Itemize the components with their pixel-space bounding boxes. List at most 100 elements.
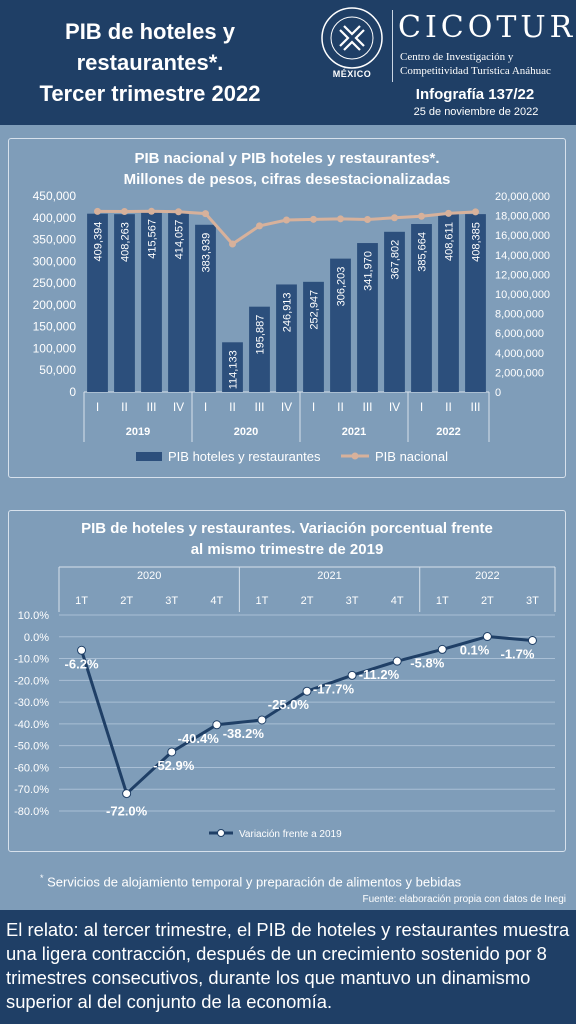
legend-label: Variación frente a 2019 xyxy=(239,829,342,840)
bar-data-label: 252,947 xyxy=(309,290,321,330)
bar xyxy=(141,210,162,392)
header-divider xyxy=(392,10,393,82)
bar xyxy=(168,211,189,392)
year-label: 2020 xyxy=(234,426,258,438)
variation-data-label: -25.0% xyxy=(268,697,310,712)
year-label: 2021 xyxy=(342,426,366,438)
bar xyxy=(249,306,270,392)
quarter-label: II xyxy=(229,400,236,414)
quarter-label: I xyxy=(96,400,99,414)
quarter-label: II xyxy=(337,400,344,414)
year-label: 2021 xyxy=(317,570,341,582)
y-axis-tick-label: -70.0% xyxy=(14,784,49,796)
chart1-panel: PIB nacional y PIB hoteles y restaurante… xyxy=(8,138,566,478)
variation-point xyxy=(77,645,87,655)
variation-point xyxy=(167,747,177,757)
quarter-label: 2T xyxy=(301,595,314,607)
bar-data-label: 408,611 xyxy=(444,222,456,261)
chart-title: Millones de pesos, cifras desestacionali… xyxy=(124,171,451,188)
legend-line-marker xyxy=(217,829,225,837)
infographic-title: PIB de hoteles y restaurantes*. Tercer t… xyxy=(10,16,290,109)
bar xyxy=(411,224,432,392)
university-country: MÉXICO xyxy=(332,69,372,79)
right-axis-tick-label: 4,000,000 xyxy=(495,348,544,360)
y-axis-tick-label: 10.0% xyxy=(18,610,49,622)
quarter-label: IV xyxy=(281,400,292,414)
y-axis-tick-label: 0.0% xyxy=(24,632,49,644)
variation-data-label: -52.9% xyxy=(153,758,195,773)
variation-point xyxy=(392,656,402,666)
pib-nacional-point xyxy=(148,207,155,215)
legend-bar-swatch xyxy=(136,452,162,461)
left-axis-tick-label: 350,000 xyxy=(33,233,77,247)
pib-nacional-point xyxy=(175,208,182,216)
quarter-label: IV xyxy=(389,400,400,414)
right-axis-tick-label: 12,000,000 xyxy=(495,269,550,281)
pib-nacional-point xyxy=(391,214,398,222)
bar xyxy=(303,281,324,392)
year-label: 2020 xyxy=(137,570,161,582)
chart-title: al mismo trimestre de 2019 xyxy=(191,541,384,558)
pib-nacional-point xyxy=(229,240,236,248)
cicotur-subtitle-line: Competitividad Turística Anáhuac xyxy=(400,65,551,77)
bar-data-label: 383,939 xyxy=(201,233,213,273)
right-axis-tick-label: 16,000,000 xyxy=(495,230,550,242)
variation-point xyxy=(347,670,357,680)
left-axis-tick-label: 400,000 xyxy=(33,211,77,225)
quarter-label: 1T xyxy=(436,595,449,607)
quarter-label: 4T xyxy=(210,595,223,607)
bar-data-label: 408,385 xyxy=(471,222,483,262)
left-axis-tick-label: 50,000 xyxy=(39,363,76,377)
right-axis-tick-label: 0 xyxy=(495,387,501,399)
pib-nacional-point xyxy=(310,215,317,223)
right-axis-tick-label: 14,000,000 xyxy=(495,250,550,262)
quarter-label: II xyxy=(121,400,128,414)
publication-date: 25 de noviembre de 2022 xyxy=(413,106,539,118)
y-axis-tick-label: -60.0% xyxy=(14,762,49,774)
bar-data-label: 306,203 xyxy=(336,267,348,307)
cicotur-subtitle-line: Centro de Investigación y xyxy=(400,51,514,63)
anahuac-seal-logo xyxy=(321,7,383,69)
infographic-number: Infografía 137/22 xyxy=(415,86,535,103)
left-axis-tick-label: 100,000 xyxy=(33,341,77,355)
pib-nacional-point xyxy=(364,216,371,224)
quarter-label: 3T xyxy=(165,595,178,607)
title-line: Tercer trimestre 2022 xyxy=(39,81,261,106)
pib-nacional-point xyxy=(121,207,128,215)
variation-line-chart: PIB de hoteles y restaurantes. Variación… xyxy=(14,520,556,840)
legend-label: PIB nacional xyxy=(375,449,448,464)
variation-data-label: 0.1% xyxy=(460,643,490,658)
pib-nacional-point xyxy=(337,215,344,223)
y-axis-tick-label: -50.0% xyxy=(14,741,49,753)
bar-data-label: 415,567 xyxy=(147,219,159,259)
bar xyxy=(384,231,405,392)
variation-data-label: -38.2% xyxy=(223,726,265,741)
pib-nacional-point xyxy=(283,216,290,224)
variation-data-label: -6.2% xyxy=(65,656,99,671)
title-line: restaurantes*. xyxy=(76,50,224,75)
left-axis-tick-label: 450,000 xyxy=(33,189,77,203)
cicotur-logo: CICOTUR xyxy=(398,10,576,45)
chart-title: PIB de hoteles y restaurantes. Variación… xyxy=(81,520,493,537)
variation-point xyxy=(257,715,267,725)
quarter-label: 2T xyxy=(481,595,494,607)
pib-nacional-point xyxy=(472,208,479,216)
quarter-label: III xyxy=(470,400,480,414)
bar-data-label: 414,057 xyxy=(174,220,186,260)
left-axis-tick-label: 250,000 xyxy=(33,276,77,290)
quarter-label: IV xyxy=(173,400,184,414)
y-axis-tick-label: -20.0% xyxy=(14,675,49,687)
bar xyxy=(465,214,486,392)
year-label: 2022 xyxy=(475,570,499,582)
variation-point xyxy=(482,632,492,642)
quarter-label: I xyxy=(420,400,423,414)
footnote-text: Servicios de alojamiento temporal y prep… xyxy=(43,874,462,890)
quarter-label: I xyxy=(312,400,315,414)
quarter-label: 1T xyxy=(255,595,268,607)
variation-data-label: -11.2% xyxy=(359,667,400,682)
footnote: * Servicios de alojamiento temporal y pr… xyxy=(40,873,461,889)
title-line: PIB de hoteles y xyxy=(65,19,235,44)
left-axis-tick-label: 200,000 xyxy=(33,298,77,312)
bar xyxy=(87,213,108,392)
quarter-label: 1T xyxy=(75,595,88,607)
